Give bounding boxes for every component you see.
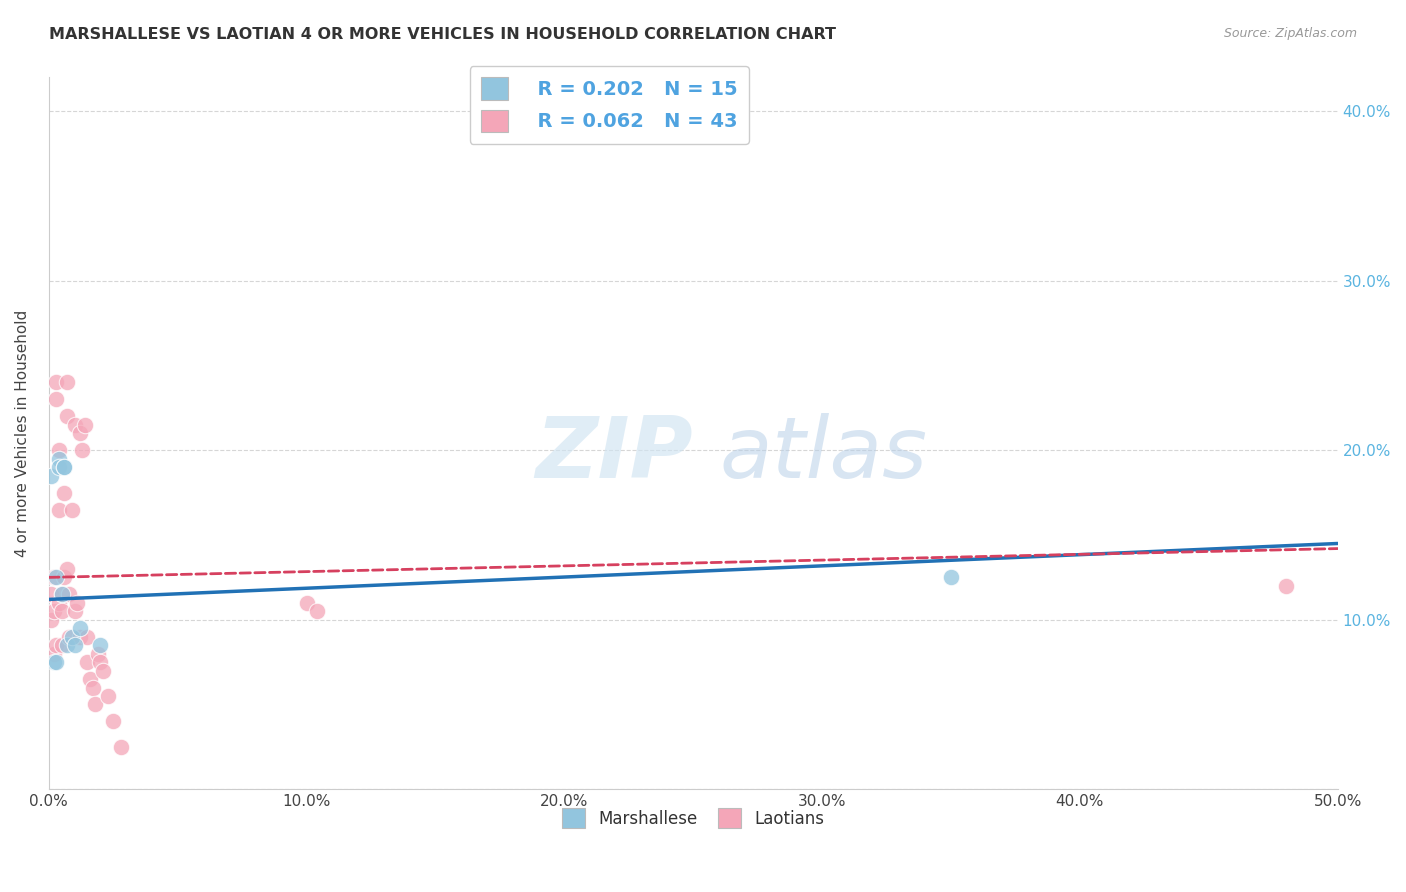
Point <box>69 621 91 635</box>
Point <box>53 460 76 475</box>
Point <box>56 409 79 424</box>
Point <box>56 562 79 576</box>
Y-axis label: 4 or more Vehicles in Household: 4 or more Vehicles in Household <box>15 310 30 557</box>
Point <box>41 468 63 483</box>
Point <box>41 613 63 627</box>
Point <box>91 664 114 678</box>
Point <box>45 655 67 669</box>
Point <box>51 587 73 601</box>
Point <box>79 672 101 686</box>
Point <box>51 604 73 618</box>
Text: atlas: atlas <box>718 413 927 496</box>
Point <box>66 596 89 610</box>
Text: ZIP: ZIP <box>536 413 693 496</box>
Point <box>1275 579 1298 593</box>
Point <box>53 460 76 475</box>
Point <box>41 587 63 601</box>
Point <box>84 698 107 712</box>
Point <box>305 604 328 618</box>
Point <box>56 376 79 390</box>
Point <box>45 376 67 390</box>
Point <box>939 570 962 584</box>
Point <box>42 570 65 584</box>
Point <box>60 502 83 516</box>
Point <box>42 647 65 661</box>
Point <box>76 655 98 669</box>
Point <box>42 655 65 669</box>
Point <box>69 426 91 441</box>
Point <box>82 681 104 695</box>
Point <box>97 689 120 703</box>
Point <box>45 570 67 584</box>
Point <box>63 417 86 432</box>
Point <box>48 443 70 458</box>
Text: MARSHALLESE VS LAOTIAN 4 OR MORE VEHICLES IN HOUSEHOLD CORRELATION CHART: MARSHALLESE VS LAOTIAN 4 OR MORE VEHICLE… <box>49 27 837 42</box>
Point <box>60 630 83 644</box>
Point <box>103 714 125 729</box>
Point <box>48 451 70 466</box>
Point <box>87 647 110 661</box>
Point <box>51 587 73 601</box>
Point <box>53 485 76 500</box>
Point <box>73 417 96 432</box>
Point <box>72 443 94 458</box>
Point <box>45 392 67 407</box>
Point <box>45 638 67 652</box>
Point <box>48 596 70 610</box>
Legend: Marshallese, Laotians: Marshallese, Laotians <box>555 802 831 834</box>
Point <box>48 460 70 475</box>
Point <box>58 630 80 644</box>
Point <box>89 655 111 669</box>
Point <box>51 638 73 652</box>
Point <box>76 630 98 644</box>
Point <box>63 638 86 652</box>
Point <box>110 739 132 754</box>
Point <box>53 570 76 584</box>
Point <box>42 604 65 618</box>
Point <box>295 596 318 610</box>
Point <box>69 630 91 644</box>
Point <box>48 502 70 516</box>
Point <box>63 604 86 618</box>
Point <box>56 638 79 652</box>
Point <box>89 638 111 652</box>
Text: Source: ZipAtlas.com: Source: ZipAtlas.com <box>1223 27 1357 40</box>
Point <box>58 587 80 601</box>
